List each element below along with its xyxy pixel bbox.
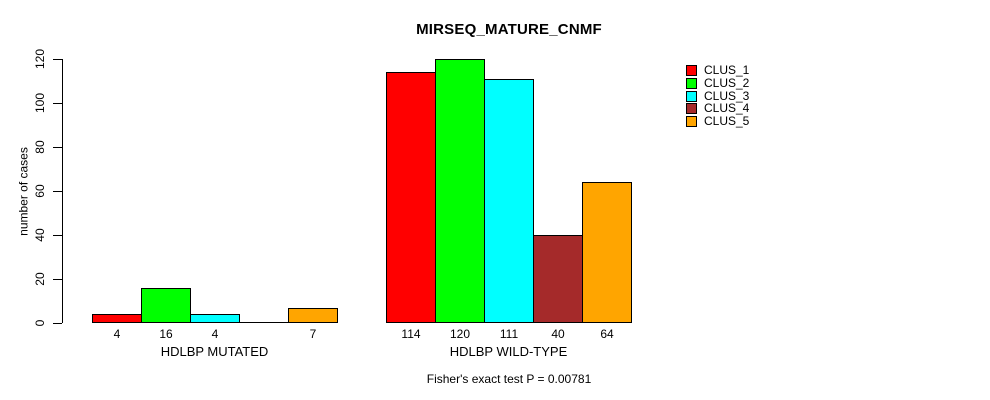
y-tick-label: 40 [33, 228, 47, 242]
bar-wild-type-clus-4 [533, 235, 583, 323]
bar-value-label: 114 [401, 327, 421, 341]
legend-item-clus-5: CLUS_5 [686, 114, 750, 128]
bar-mutated-clus-5 [288, 308, 338, 323]
y-axis [62, 59, 63, 323]
bar-value-label: 111 [499, 327, 519, 341]
legend-item-clus-3: CLUS_3 [686, 89, 750, 103]
chart-title: MIRSEQ_MATURE_CNMF [416, 21, 602, 38]
y-tick-mark [53, 103, 62, 104]
y-tick-mark [53, 191, 62, 192]
y-tick-label: 0 [33, 319, 47, 327]
y-tick-mark [53, 279, 62, 280]
bar-wild-type-clus-3 [484, 79, 534, 323]
bar-mutated-clus-2 [141, 288, 191, 323]
legend-swatch-clus-3 [686, 91, 697, 102]
legend-swatch-clus-2 [686, 78, 697, 89]
y-tick-mark [53, 147, 62, 148]
bar-wild-type-clus-2 [435, 59, 485, 323]
legend-label: CLUS_2 [704, 76, 750, 90]
bar-value-label: 64 [600, 327, 614, 341]
legend-swatch-clus-4 [686, 103, 697, 114]
legend-label: CLUS_1 [704, 63, 750, 77]
bar-wild-type-clus-1 [386, 72, 436, 323]
bar-value-label: 40 [551, 327, 565, 341]
y-tick-label: 120 [33, 48, 47, 70]
bar-value-label: 7 [309, 327, 317, 341]
legend-item-clus-4: CLUS_4 [686, 101, 750, 115]
bar-value-label: 120 [449, 327, 471, 341]
y-tick-label: 20 [33, 272, 47, 286]
bar-value-label: 4 [113, 327, 121, 341]
bar-mutated-clus-1 [92, 314, 142, 323]
y-tick-mark [53, 235, 62, 236]
x-group-label-mutated: HDLBP MUTATED [160, 344, 269, 359]
legend-label: CLUS_3 [704, 89, 750, 103]
y-tick-label: 60 [33, 184, 47, 198]
legend-swatch-clus-5 [686, 116, 697, 127]
bar-wild-type-clus-5 [582, 182, 632, 323]
y-axis-label: number of cases [16, 147, 31, 236]
y-tick-mark [53, 323, 62, 324]
legend-label: CLUS_5 [704, 114, 750, 128]
fishers-test-label: Fisher's exact test P = 0.00781 [426, 372, 592, 386]
legend-swatch-clus-1 [686, 65, 697, 76]
bar-mutated-clus-3 [190, 314, 240, 323]
bar-value-label: 4 [211, 327, 219, 341]
y-tick-label: 100 [33, 92, 47, 114]
x-group-label-wild-type: HDLBP WILD-TYPE [449, 344, 568, 359]
legend-label: CLUS_4 [704, 101, 750, 115]
legend-item-clus-2: CLUS_2 [686, 76, 750, 90]
bar-mutated-clus-4-zero [239, 322, 289, 323]
bar-value-label: 16 [159, 327, 173, 341]
y-tick-label: 80 [33, 140, 47, 154]
y-tick-mark [53, 59, 62, 60]
legend-item-clus-1: CLUS_1 [686, 63, 750, 77]
